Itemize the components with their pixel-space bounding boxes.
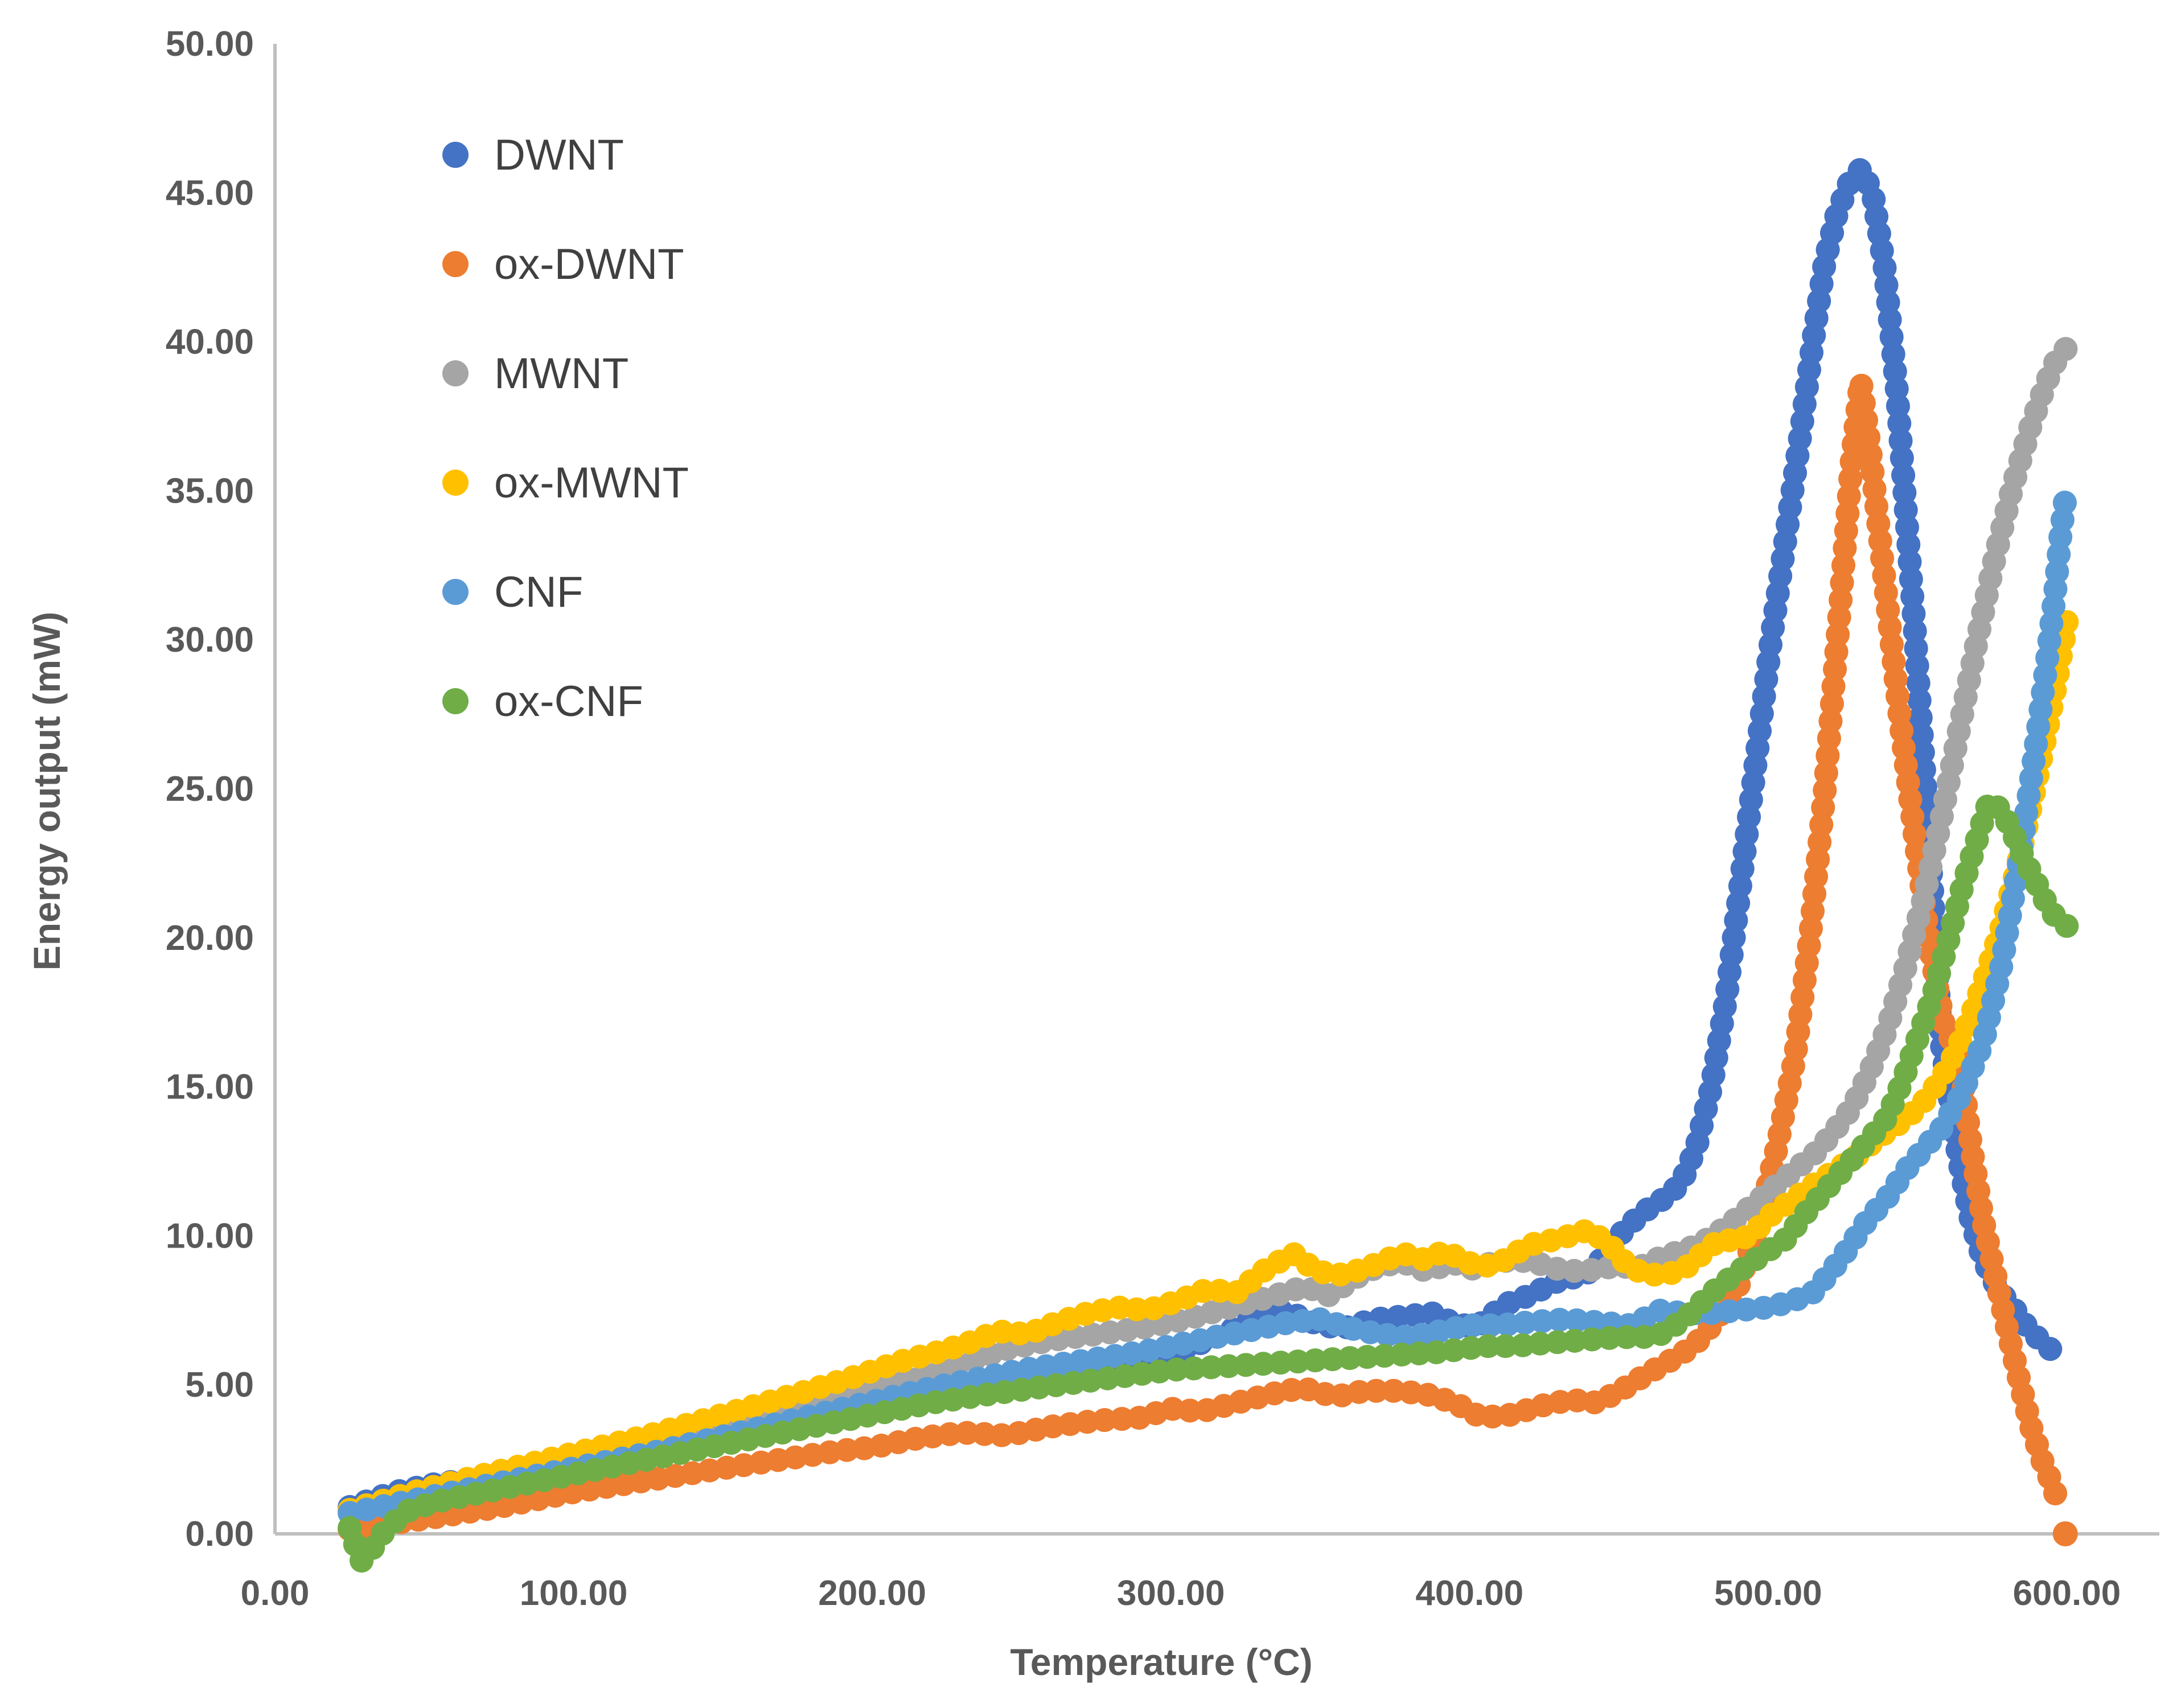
legend-item-ox-MWNT: ox-MWNT	[442, 459, 689, 507]
y-tick-label: 10.00	[166, 1216, 254, 1256]
y-tick-label: 45.00	[166, 174, 254, 213]
legend-label-MWNT: MWNT	[494, 349, 629, 398]
legend-marker-CNF	[442, 579, 469, 605]
y-tick-label: 40.00	[166, 323, 254, 362]
y-tick-label: 20.00	[166, 919, 254, 958]
legend-item-ox-DWNT: ox-DWNT	[442, 240, 684, 289]
x-axis-title: Temperature (°C)	[1010, 1641, 1313, 1683]
series-ox-MWNT	[338, 610, 2079, 1522]
legend-label-ox-MWNT: ox-MWNT	[494, 459, 689, 507]
legend-item-DWNT: DWNT	[442, 131, 624, 179]
series-ox-CNF	[338, 788, 2079, 1573]
marker-ox-DWNT-end	[2052, 1521, 2078, 1546]
x-tick-label: 200.00	[818, 1574, 926, 1613]
x-tick-label: 100.00	[520, 1574, 628, 1613]
y-tick-label: 50.00	[166, 24, 254, 64]
legend-marker-ox-CNF	[442, 688, 469, 714]
legend-marker-ox-MWNT	[442, 470, 469, 496]
series-CNF	[338, 476, 2079, 1525]
x-tick-label: 300.00	[1117, 1574, 1225, 1613]
legend-item-ox-CNF: ox-CNF	[442, 677, 643, 726]
legend-label-ox-DWNT: ox-DWNT	[494, 240, 684, 289]
x-tick-label: 0.00	[241, 1574, 310, 1613]
x-tick-label: 400.00	[1415, 1574, 1523, 1613]
x-tick-label: 600.00	[2013, 1574, 2121, 1613]
legend-item-CNF: CNF	[442, 568, 583, 616]
y-tick-label: 25.00	[166, 769, 254, 809]
legend-label-ox-CNF: ox-CNF	[494, 677, 643, 726]
legend-item-MWNT: MWNT	[442, 349, 629, 398]
y-tick-label: 5.00	[185, 1365, 254, 1405]
y-tick-label: 30.00	[166, 620, 254, 660]
y-tick-label: 0.00	[185, 1514, 254, 1554]
x-tick-label: 500.00	[1714, 1574, 1822, 1613]
legend-marker-DWNT	[442, 142, 469, 168]
legend-marker-MWNT	[442, 360, 469, 386]
y-tick-label: 15.00	[166, 1068, 254, 1107]
legend-label-DWNT: DWNT	[494, 131, 624, 179]
y-axis-title: Energy output (mW)	[26, 611, 68, 971]
legend-marker-ox-DWNT	[442, 251, 469, 277]
series-MWNT	[338, 336, 2079, 1522]
legend-label-CNF: CNF	[494, 568, 583, 616]
y-tick-label: 35.00	[166, 471, 254, 511]
series-ox-DWNT	[338, 368, 2070, 1542]
legend: DWNT ox-DWNT MWNT ox-MWNT CNF ox-CNF	[442, 131, 689, 726]
